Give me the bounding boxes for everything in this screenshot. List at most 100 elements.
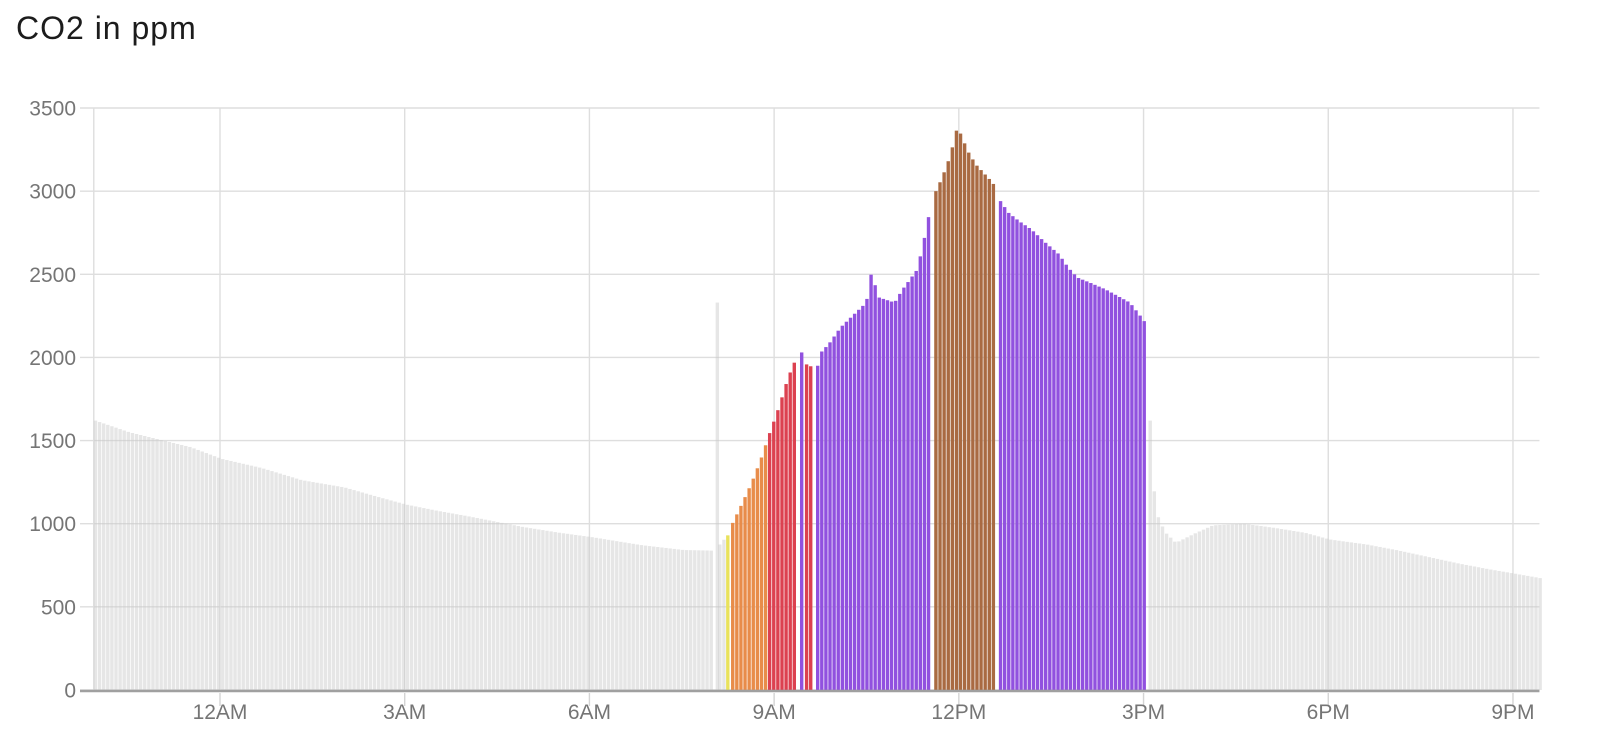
activity-red-dip-bar[interactable] <box>804 364 809 690</box>
overnight-baseline-bar[interactable] <box>631 543 635 690</box>
evening-baseline-bar[interactable] <box>1197 531 1202 690</box>
activity-purple-decline-bar[interactable] <box>1031 231 1036 690</box>
overnight-baseline-bar[interactable] <box>106 424 110 690</box>
overnight-baseline-bar[interactable] <box>504 523 508 690</box>
evening-baseline-bar[interactable] <box>1378 546 1382 690</box>
overnight-baseline-bar[interactable] <box>221 459 225 690</box>
evening-baseline-bar[interactable] <box>1398 550 1403 690</box>
activity-purple-decline-bar[interactable] <box>1064 264 1068 690</box>
evening-baseline-bar[interactable] <box>1489 569 1493 690</box>
activity-purple-decline-bar[interactable] <box>1113 294 1118 690</box>
activity-red-rise-bar[interactable] <box>780 397 784 690</box>
evening-baseline-bar[interactable] <box>1214 525 1218 690</box>
evening-baseline-bar[interactable] <box>1246 524 1251 690</box>
overnight-baseline-bar[interactable] <box>237 462 241 690</box>
evening-baseline-bar[interactable] <box>1210 525 1214 690</box>
activity-purple-rise-bar[interactable] <box>828 342 832 690</box>
overnight-baseline-bar[interactable] <box>299 479 303 690</box>
activity-purple-decline-bar[interactable] <box>1039 239 1044 690</box>
overnight-baseline-bar[interactable] <box>532 528 537 690</box>
overnight-baseline-bar[interactable] <box>188 446 192 690</box>
activity-orange-bar[interactable] <box>731 522 735 690</box>
activity-purple-rise-bar[interactable] <box>889 301 894 690</box>
activity-purple-decline-bar[interactable] <box>1035 235 1040 690</box>
overnight-baseline-bar[interactable] <box>167 441 172 690</box>
overnight-baseline-bar[interactable] <box>118 429 122 690</box>
evening-baseline-bar[interactable] <box>1275 528 1280 690</box>
evening-baseline-bar[interactable] <box>1230 524 1234 690</box>
overnight-baseline-bar[interactable] <box>208 454 213 690</box>
overnight-baseline-bar[interactable] <box>586 536 590 690</box>
overnight-baseline-bar[interactable] <box>331 485 336 690</box>
activity-brown-peak-bar[interactable] <box>967 152 971 691</box>
overnight-baseline-bar[interactable] <box>619 541 623 690</box>
activity-purple-decline-bar[interactable] <box>1044 242 1048 691</box>
activity-purple-rise-bar[interactable] <box>824 347 828 690</box>
evening-baseline-bar[interactable] <box>1160 526 1165 690</box>
evening-baseline-bar[interactable] <box>1324 538 1329 690</box>
activity-purple-decline-bar[interactable] <box>1126 301 1130 690</box>
evening-baseline-bar[interactable] <box>1279 529 1284 690</box>
activity-purple-rise-bar[interactable] <box>852 313 857 690</box>
evening-baseline-bar[interactable] <box>1448 561 1452 690</box>
evening-baseline-bar[interactable] <box>1374 546 1378 690</box>
overnight-baseline-bar[interactable] <box>315 482 319 690</box>
overnight-baseline-bar[interactable] <box>697 550 701 690</box>
overnight-baseline-bar[interactable] <box>438 511 442 690</box>
overnight-baseline-bar[interactable] <box>561 533 566 690</box>
overnight-baseline-bar[interactable] <box>257 467 262 690</box>
evening-baseline-bar[interactable] <box>1189 535 1193 690</box>
activity-purple-decline-bar[interactable] <box>1105 290 1109 690</box>
overnight-baseline-bar[interactable] <box>643 545 648 690</box>
activity-purple-decline-bar[interactable] <box>1093 284 1097 690</box>
activity-purple-decline-bar[interactable] <box>1015 219 1019 690</box>
evening-baseline-bar[interactable] <box>1185 537 1189 690</box>
overnight-baseline-bar[interactable] <box>368 494 373 690</box>
evening-baseline-bar[interactable] <box>1522 575 1526 690</box>
evening-baseline-bar[interactable] <box>1242 523 1247 690</box>
evening-baseline-bar[interactable] <box>1513 573 1518 690</box>
activity-purple-rise-bar[interactable] <box>906 282 910 690</box>
overnight-baseline-bar[interactable] <box>660 547 664 690</box>
overnight-baseline-bar[interactable] <box>574 534 578 690</box>
evening-baseline-bar[interactable] <box>1534 577 1538 690</box>
activity-purple-decline-bar[interactable] <box>1109 292 1114 690</box>
evening-baseline-bar[interactable] <box>1476 567 1481 690</box>
evening-baseline-bar[interactable] <box>1251 524 1255 690</box>
overnight-baseline-bar[interactable] <box>582 536 586 690</box>
evening-baseline-bar[interactable] <box>1271 527 1276 690</box>
morning-spike-bar[interactable] <box>715 302 720 690</box>
activity-purple-decline-bar[interactable] <box>1027 228 1031 690</box>
evening-baseline-bar[interactable] <box>1177 541 1181 690</box>
activity-brown-peak-bar[interactable] <box>942 172 946 691</box>
activity-orange-bar[interactable] <box>763 445 768 690</box>
evening-baseline-bar[interactable] <box>1263 526 1267 690</box>
evening-baseline-bar[interactable] <box>1353 542 1358 690</box>
evening-baseline-bar[interactable] <box>1304 533 1308 690</box>
evening-baseline-bar[interactable] <box>1312 535 1317 690</box>
overnight-baseline-bar[interactable] <box>93 420 98 690</box>
activity-purple-rise-bar[interactable] <box>914 270 918 690</box>
overnight-baseline-bar[interactable] <box>377 497 381 690</box>
evening-baseline-bar[interactable] <box>1517 574 1522 690</box>
overnight-baseline-bar[interactable] <box>565 533 570 690</box>
evening-baseline-bar[interactable] <box>1169 537 1173 690</box>
overnight-baseline-bar[interactable] <box>319 483 323 690</box>
overnight-baseline-bar[interactable] <box>413 506 418 690</box>
overnight-baseline-bar[interactable] <box>684 550 689 690</box>
overnight-baseline-bar[interactable] <box>709 550 713 690</box>
evening-baseline-bar[interactable] <box>1341 541 1345 690</box>
overnight-baseline-bar[interactable] <box>569 534 574 690</box>
evening-baseline-bar[interactable] <box>1201 529 1206 690</box>
activity-red-rise-bar[interactable] <box>788 372 792 690</box>
overnight-baseline-bar[interactable] <box>200 451 204 690</box>
evening-baseline-bar[interactable] <box>1316 536 1321 690</box>
evening-baseline-bar[interactable] <box>1255 525 1259 690</box>
overnight-baseline-bar[interactable] <box>364 493 369 690</box>
activity-purple-decline-bar[interactable] <box>1080 279 1085 690</box>
evening-baseline-bar[interactable] <box>1164 533 1169 690</box>
evening-baseline-bar[interactable] <box>1501 571 1505 690</box>
overnight-baseline-bar[interactable] <box>335 486 340 690</box>
activity-purple-rise-bar[interactable] <box>918 256 923 690</box>
overnight-baseline-bar[interactable] <box>705 550 709 691</box>
